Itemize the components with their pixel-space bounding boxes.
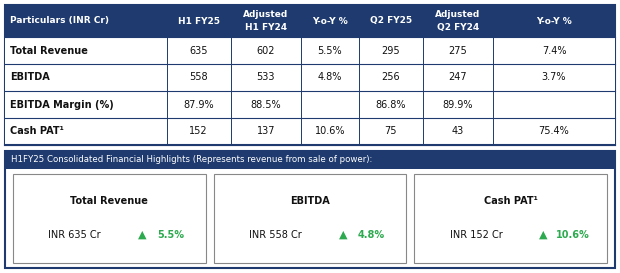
Bar — [214, 174, 406, 263]
Bar — [5, 5, 615, 145]
Text: 87.9%: 87.9% — [184, 99, 214, 109]
Text: Cash PAT¹: Cash PAT¹ — [484, 196, 538, 206]
Text: 7.4%: 7.4% — [542, 46, 566, 55]
Text: 152: 152 — [189, 126, 208, 136]
Text: 137: 137 — [257, 126, 275, 136]
Text: 4.8%: 4.8% — [317, 73, 342, 82]
Text: 275: 275 — [448, 46, 467, 55]
Text: INR 152 Cr: INR 152 Cr — [450, 230, 502, 239]
Text: 3.7%: 3.7% — [542, 73, 566, 82]
Text: EBITDA: EBITDA — [290, 196, 330, 206]
Text: Q2 FY24: Q2 FY24 — [437, 23, 479, 32]
Text: ▲: ▲ — [138, 230, 146, 239]
Bar — [5, 151, 615, 268]
Text: 533: 533 — [257, 73, 275, 82]
Text: Q2 FY25: Q2 FY25 — [370, 16, 412, 25]
Text: 10.6%: 10.6% — [314, 126, 345, 136]
Text: H1 FY24: H1 FY24 — [245, 23, 287, 32]
Bar — [414, 174, 607, 263]
Text: EBITDA Margin (%): EBITDA Margin (%) — [10, 99, 113, 109]
Text: 5.5%: 5.5% — [317, 46, 342, 55]
Text: 75: 75 — [384, 126, 397, 136]
Text: INR 558 Cr: INR 558 Cr — [249, 230, 302, 239]
Text: ▲: ▲ — [539, 230, 547, 239]
Text: Total Revenue: Total Revenue — [71, 196, 148, 206]
Text: 295: 295 — [381, 46, 400, 55]
Text: 602: 602 — [257, 46, 275, 55]
Text: ▲: ▲ — [339, 230, 347, 239]
Text: Y-o-Y %: Y-o-Y % — [536, 16, 572, 25]
Bar — [5, 64, 615, 91]
Bar — [5, 37, 615, 64]
Text: INR 635 Cr: INR 635 Cr — [48, 230, 101, 239]
Text: 89.9%: 89.9% — [443, 99, 473, 109]
Text: 86.8%: 86.8% — [376, 99, 406, 109]
Text: 5.5%: 5.5% — [157, 230, 185, 239]
Text: EBITDA: EBITDA — [10, 73, 50, 82]
Bar — [5, 5, 615, 37]
Bar — [5, 91, 615, 118]
Text: Adjusted: Adjusted — [243, 10, 288, 19]
Bar — [13, 174, 206, 263]
Text: Cash PAT¹: Cash PAT¹ — [10, 126, 64, 136]
Text: 558: 558 — [189, 73, 208, 82]
Text: 43: 43 — [452, 126, 464, 136]
Text: Adjusted: Adjusted — [435, 10, 480, 19]
Text: 256: 256 — [381, 73, 400, 82]
Text: Particulars (INR Cr): Particulars (INR Cr) — [10, 16, 109, 25]
Text: Total Revenue: Total Revenue — [10, 46, 88, 55]
Text: 10.6%: 10.6% — [556, 230, 589, 239]
Text: H1FY25 Consolidated Financial Highlights (Represents revenue from sale of power): H1FY25 Consolidated Financial Highlights… — [11, 156, 373, 165]
Text: 247: 247 — [449, 73, 467, 82]
Text: 4.8%: 4.8% — [358, 230, 385, 239]
Text: 88.5%: 88.5% — [250, 99, 281, 109]
Text: Y-o-Y %: Y-o-Y % — [312, 16, 348, 25]
Text: 75.4%: 75.4% — [539, 126, 569, 136]
Bar — [5, 151, 615, 169]
Text: H1 FY25: H1 FY25 — [178, 16, 219, 25]
Bar — [5, 118, 615, 145]
Text: 635: 635 — [190, 46, 208, 55]
